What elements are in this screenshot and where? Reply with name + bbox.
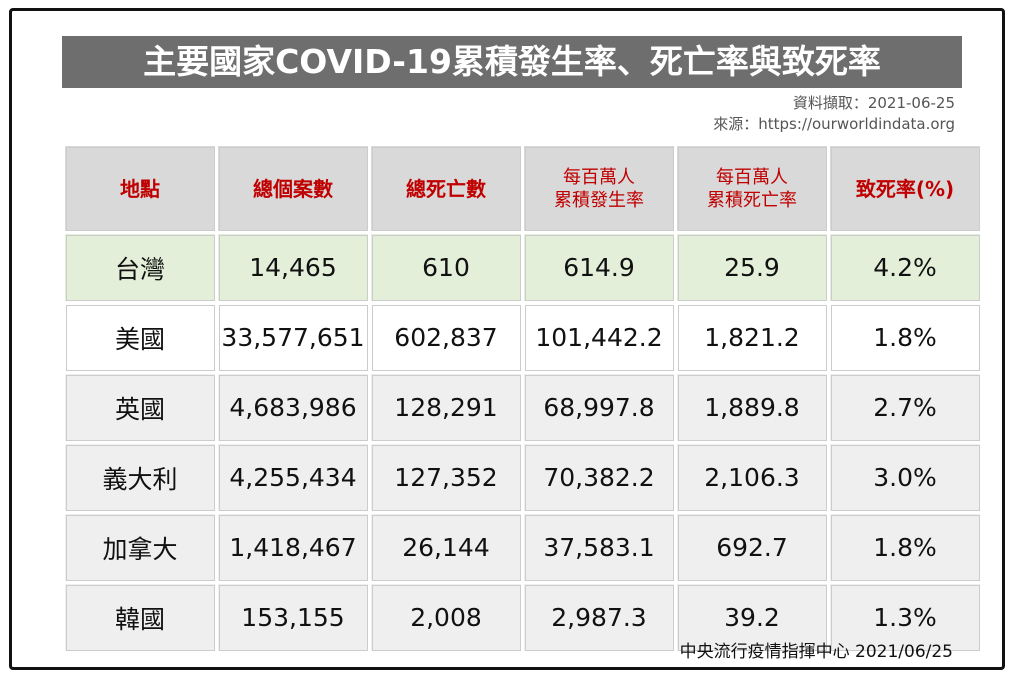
cell: 美國 (62, 301, 218, 374)
column-header: 地點 (62, 143, 218, 234)
cell: 1.8% (827, 511, 983, 584)
cell: 37,583.1 (521, 511, 677, 584)
credit: 中央流行疫情指揮中心 2021/06/25 (679, 642, 953, 662)
cell: 33,577,651 (215, 301, 371, 374)
row: 加拿大 1,418,467 26,144 37,583.1 692.7 1.8% (62, 511, 983, 584)
table: 地點 總個案數 總死亡數 每百萬人 累積發生率 每百萬人 累積死亡率 致死率(%) 台灣 14,4… (62, 143, 983, 654)
cell: 602,837 (368, 301, 524, 374)
source: 來源：https://ourworldindata.org (713, 115, 955, 133)
cell: 4.2% (827, 231, 983, 304)
cell: 1,418,467 (215, 511, 371, 584)
column-header: 總個案數 (215, 143, 371, 234)
header-line: 總個案數 (253, 176, 333, 201)
row: 韓國 153,155 2,008 2,987.3 39.2 1.3% (62, 581, 983, 654)
cell: 韓國 (62, 581, 218, 654)
header-line: 累積死亡率 (707, 189, 797, 211)
cell: 加拿大 (62, 511, 218, 584)
frame (9, 8, 1005, 670)
cell: 610 (368, 231, 524, 304)
cell: 101,442.2 (521, 301, 677, 374)
column-header: 總死亡數 (368, 143, 524, 234)
header-line: 總死亡數 (406, 176, 486, 201)
column-header: 每百萬人 累積死亡率 (674, 143, 830, 234)
cell: 3.0% (827, 441, 983, 514)
cell: 153,155 (215, 581, 371, 654)
column-header: 每百萬人 累積發生率 (521, 143, 677, 234)
cell: 1.8% (827, 301, 983, 374)
row: 美國 33,577,651 602,837 101,442.2 1,821.2 1.8% (62, 301, 983, 374)
header-row: 地點 總個案數 總死亡數 每百萬人 累積發生率 每百萬人 累積死亡率 致死率(%) (62, 143, 983, 234)
cell: 1.3% (827, 581, 983, 654)
row: 義大利 4,255,434 127,352 70,382.2 2,106.3 3.0% (62, 441, 983, 514)
header-line: 致死率(%) (855, 176, 955, 201)
cell: 2,106.3 (674, 441, 830, 514)
cell: 70,382.2 (521, 441, 677, 514)
cell: 2,008 (368, 581, 524, 654)
cell: 4,683,986 (215, 371, 371, 444)
cell: 26,144 (368, 511, 524, 584)
cell: 68,997.8 (521, 371, 677, 444)
column-header: 致死率(%) (827, 143, 983, 234)
cell: 義大利 (62, 441, 218, 514)
header-line: 累積發生率 (554, 189, 644, 211)
cell: 台灣 (62, 231, 218, 304)
cell: 127,352 (368, 441, 524, 514)
title: 主要國家COVID-19累積發生率、死亡率與致死率 (62, 36, 962, 88)
row: 台灣 14,465 610 614.9 25.9 4.2% (62, 231, 983, 304)
cell: 14,465 (215, 231, 371, 304)
cell: 2.7% (827, 371, 983, 444)
data-date: 資料擷取：2021-06-25 (792, 94, 955, 112)
cell: 614.9 (521, 231, 677, 304)
header-line: 地點 (120, 176, 160, 201)
cell: 4,255,434 (215, 441, 371, 514)
row: 英國 4,683,986 128,291 68,997.8 1,889.8 2.7% (62, 371, 983, 444)
cell: 1,889.8 (674, 371, 830, 444)
cell: 1,821.2 (674, 301, 830, 374)
header-line: 每百萬人 (563, 166, 635, 188)
header-line: 每百萬人 (716, 166, 788, 188)
cell: 692.7 (674, 511, 830, 584)
cell: 39.2 (674, 581, 830, 654)
cell: 25.9 (674, 231, 830, 304)
cell: 英國 (62, 371, 218, 444)
cell: 128,291 (368, 371, 524, 444)
cell: 2,987.3 (521, 581, 677, 654)
